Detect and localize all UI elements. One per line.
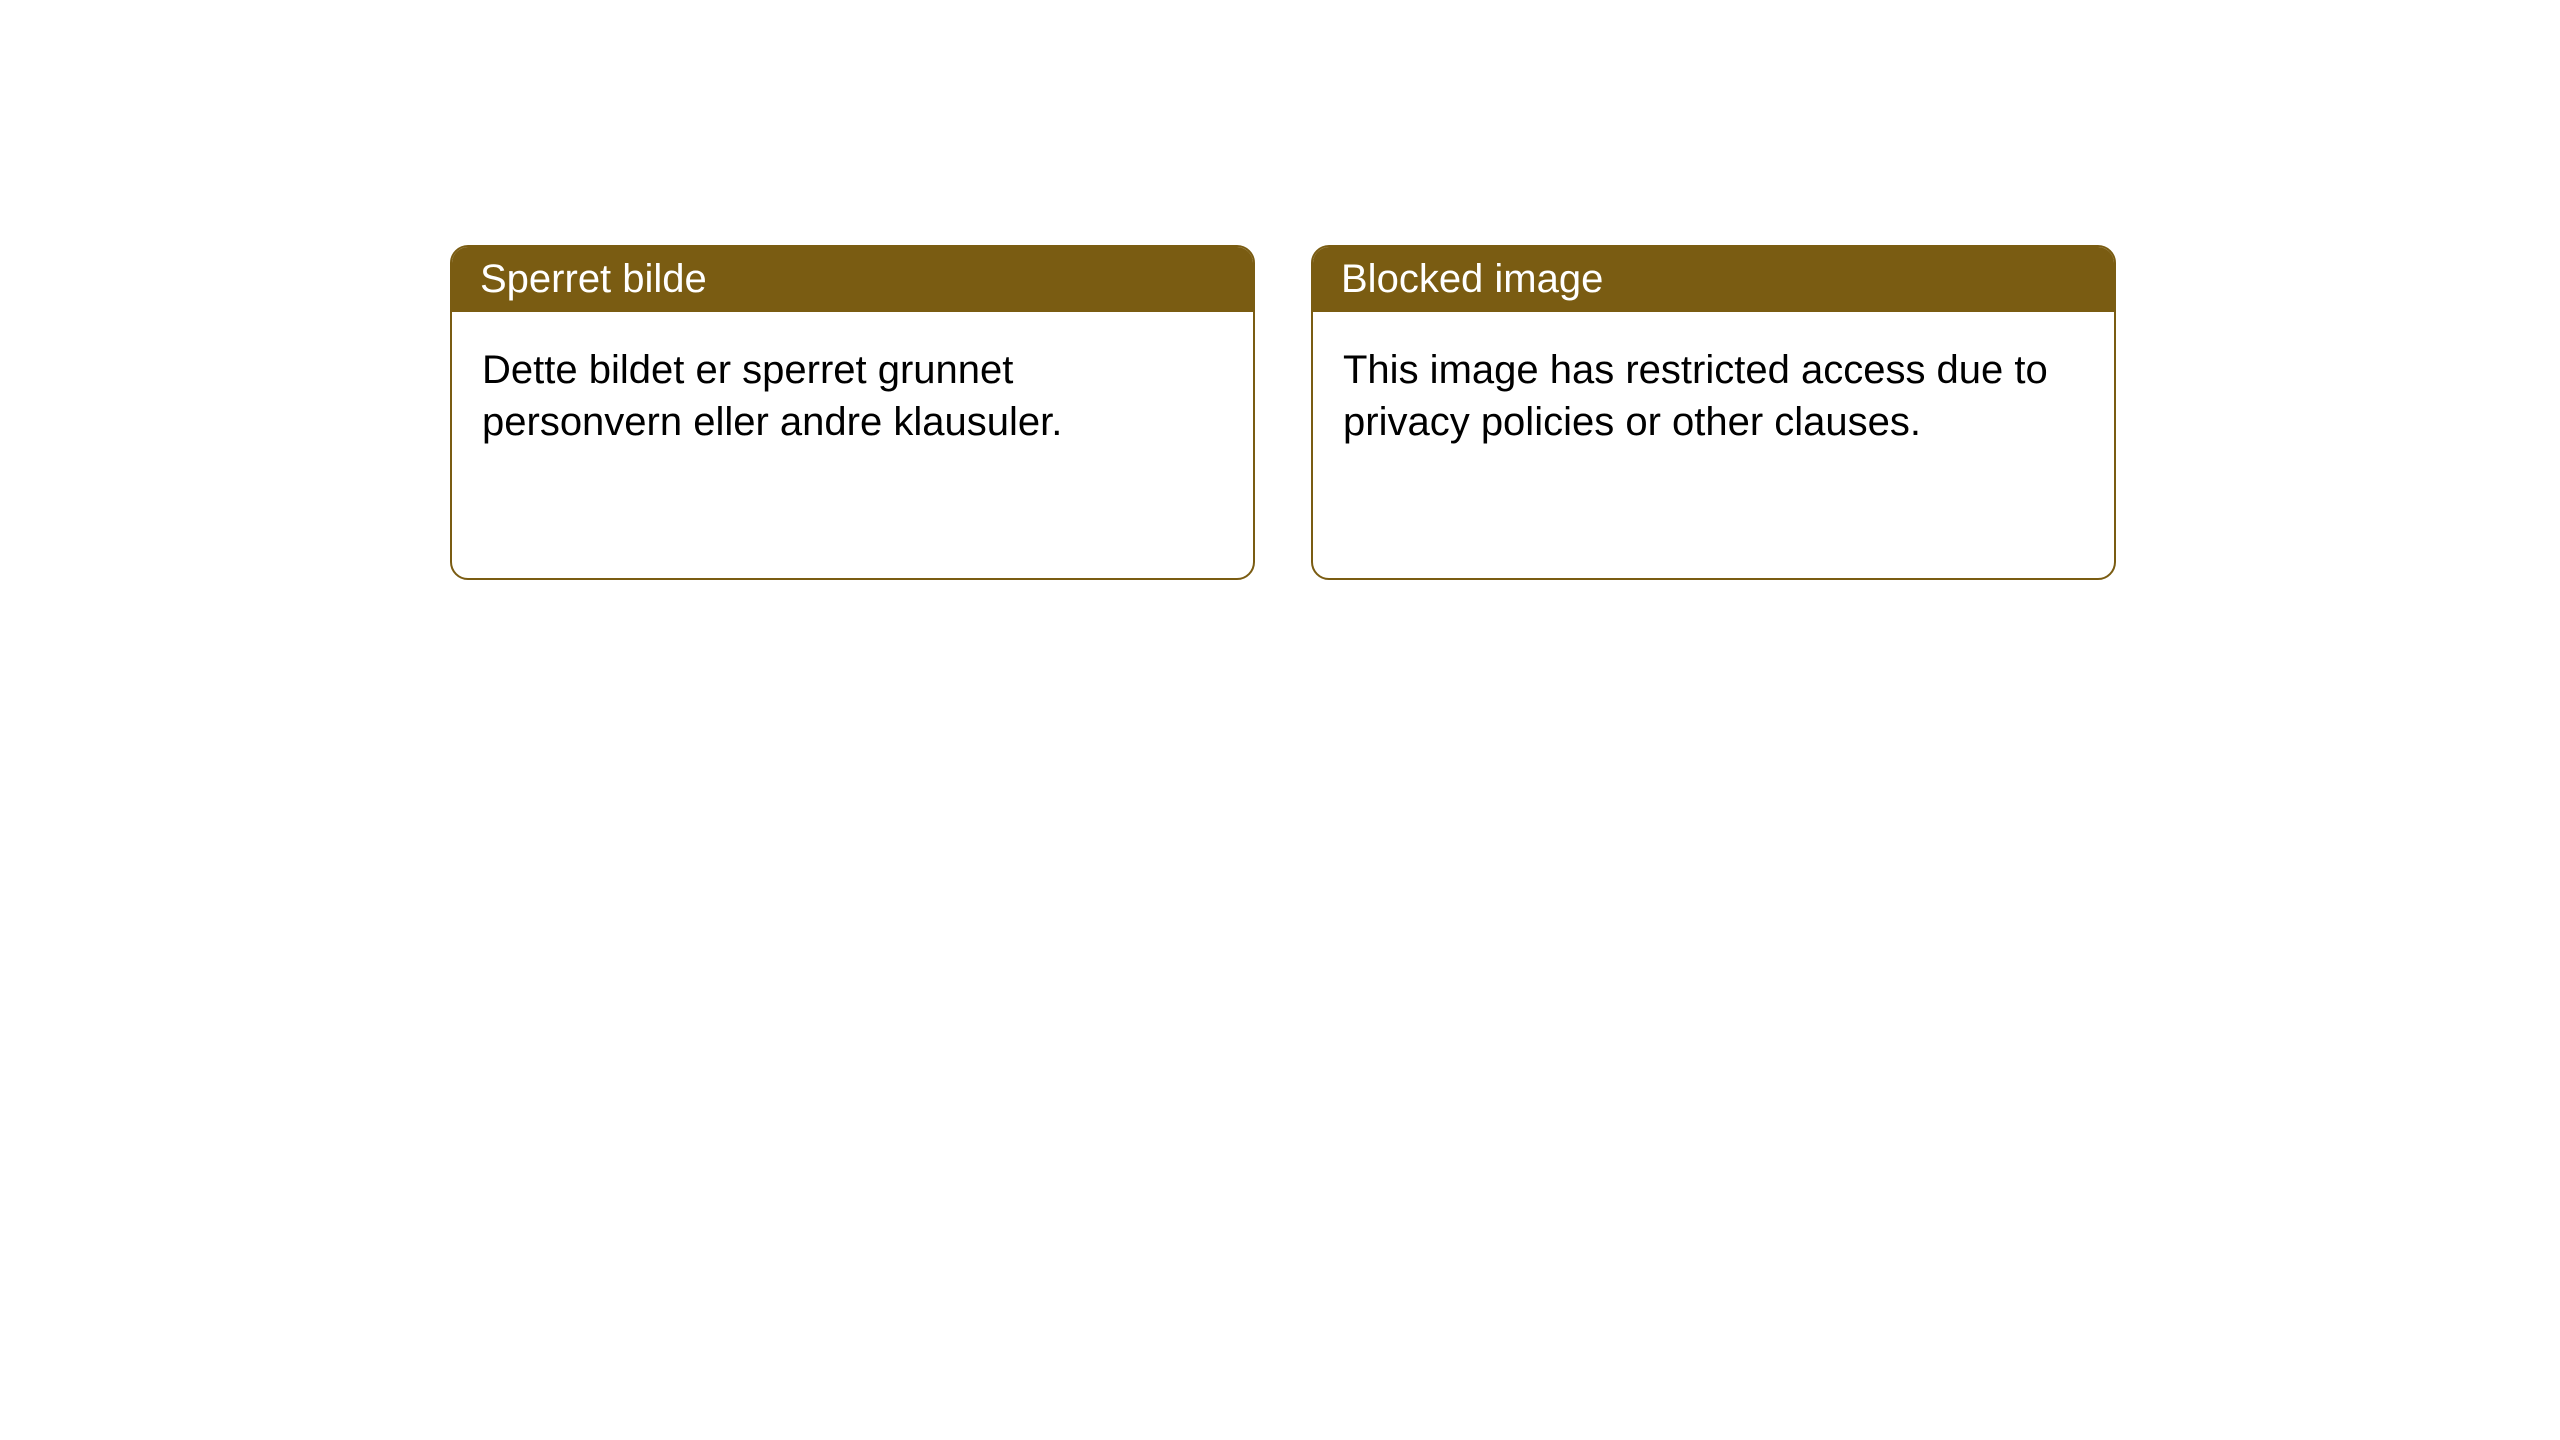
card-message: Dette bildet er sperret grunnet personve… [482, 348, 1062, 444]
notice-container: Sperret bilde Dette bildet er sperret gr… [0, 0, 2560, 580]
notice-card-english: Blocked image This image has restricted … [1311, 245, 2116, 580]
card-body: This image has restricted access due to … [1313, 312, 2114, 480]
notice-card-norwegian: Sperret bilde Dette bildet er sperret gr… [450, 245, 1255, 580]
card-body: Dette bildet er sperret grunnet personve… [452, 312, 1253, 480]
card-title: Blocked image [1341, 257, 1603, 301]
card-header: Sperret bilde [452, 247, 1253, 312]
card-title: Sperret bilde [480, 257, 707, 301]
card-header: Blocked image [1313, 247, 2114, 312]
card-message: This image has restricted access due to … [1343, 348, 2048, 444]
